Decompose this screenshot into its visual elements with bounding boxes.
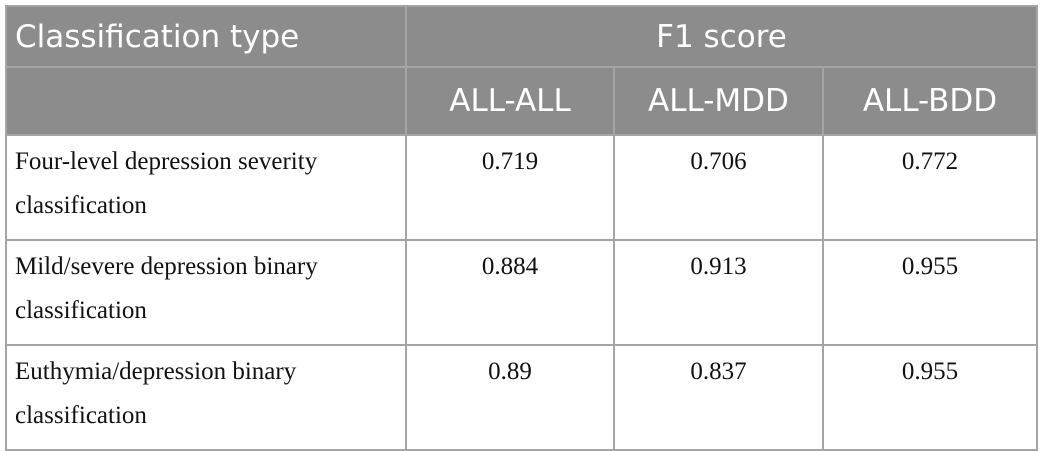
- row-label: Mild/severe depression binary classifica…: [5, 239, 407, 346]
- header-cell: ALL-MDD: [613, 66, 824, 136]
- header-row: Classification type F1 score: [5, 5, 1038, 68]
- value-cell: 0.706: [613, 134, 824, 241]
- row-label: Four-level depression severity classific…: [5, 134, 407, 241]
- header-cell: F1 score: [405, 5, 1038, 68]
- value-cell: 0.913: [613, 239, 824, 346]
- table-row: Mild/severe depression binary classifica…: [5, 239, 1038, 346]
- table-body: Four-level depression severity classific…: [5, 134, 1038, 451]
- header-cell: ALL-BDD: [822, 66, 1038, 136]
- header-cell: [5, 66, 407, 136]
- row-label: Euthymia/depression binary classificatio…: [5, 344, 407, 451]
- header-cell: Classification type: [5, 5, 407, 68]
- table-row: Euthymia/depression binary classificatio…: [5, 344, 1038, 451]
- value-cell: 0.955: [822, 239, 1038, 346]
- results-table: Classification type F1 score ALL-ALL ALL…: [5, 5, 1038, 451]
- value-cell: 0.837: [613, 344, 824, 451]
- value-cell: 0.89: [405, 344, 615, 451]
- value-cell: 0.884: [405, 239, 615, 346]
- value-cell: 0.772: [822, 134, 1038, 241]
- header-cell: ALL-ALL: [405, 66, 615, 136]
- value-cell: 0.719: [405, 134, 615, 241]
- value-cell: 0.955: [822, 344, 1038, 451]
- table-row: Four-level depression severity classific…: [5, 134, 1038, 241]
- header-row: ALL-ALL ALL-MDD ALL-BDD: [5, 66, 1038, 136]
